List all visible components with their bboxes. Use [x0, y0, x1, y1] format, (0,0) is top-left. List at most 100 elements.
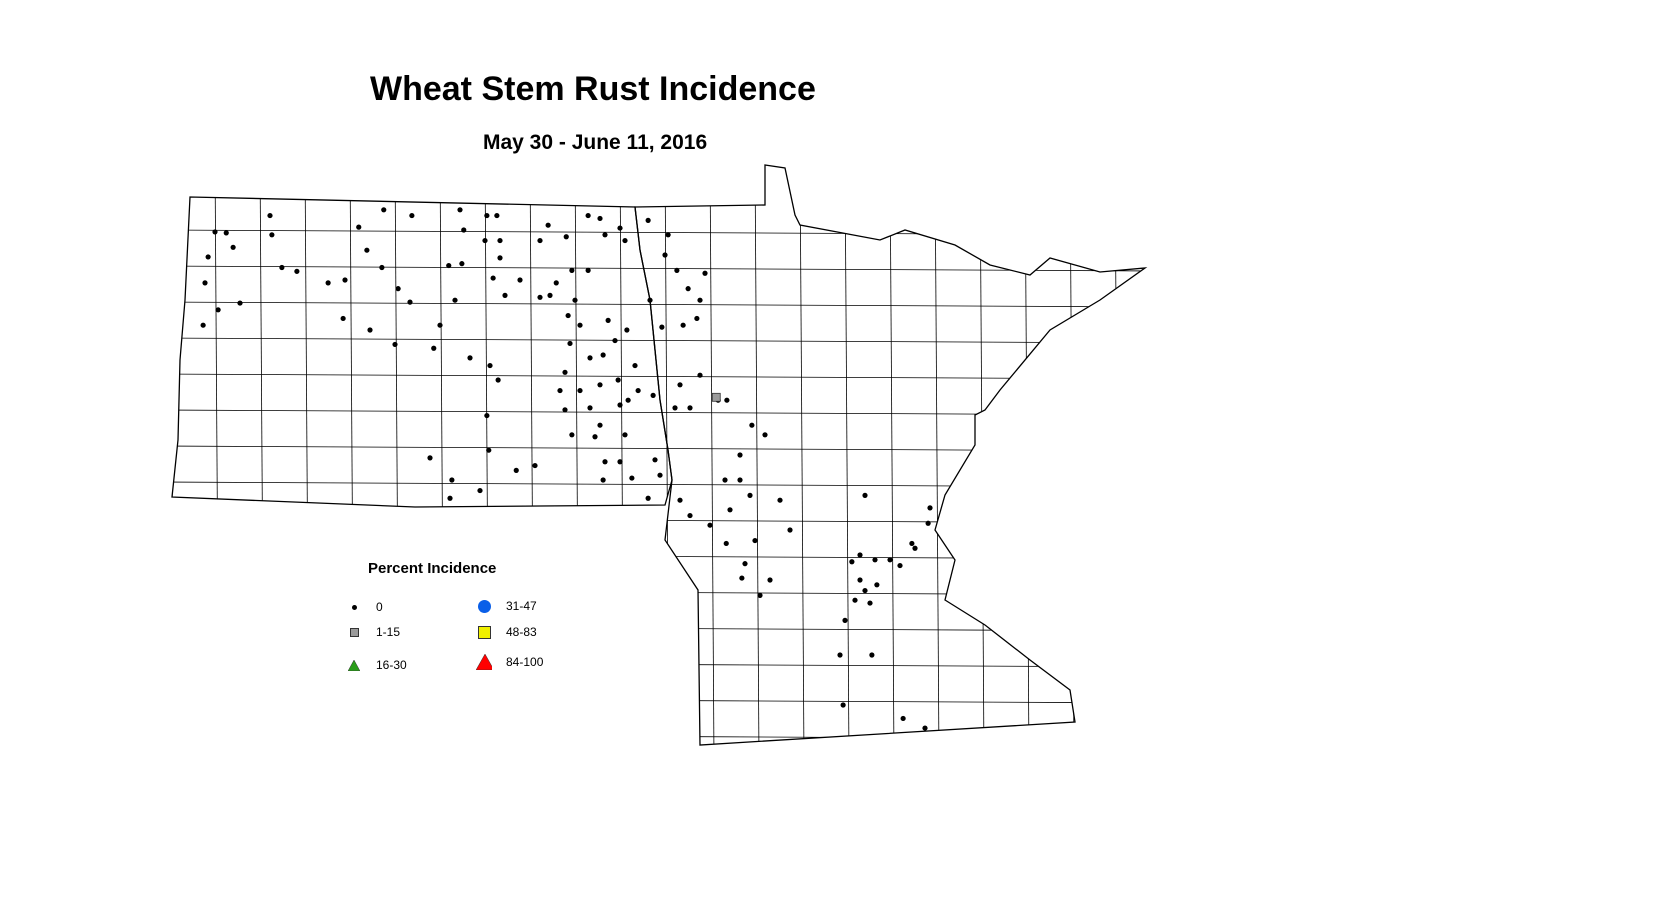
legend-label: 1-15 [376, 625, 401, 639]
observation-point [269, 232, 275, 238]
observation-point [922, 725, 928, 731]
observation-point [787, 527, 793, 533]
observation-point [912, 545, 918, 551]
county-line [709, 165, 715, 745]
legend-item-2: 16-30 [346, 657, 407, 673]
legend-label: 31-47 [506, 599, 537, 613]
county-line [172, 165, 175, 745]
observation-point [452, 297, 458, 303]
observation-point [553, 280, 559, 286]
observation-point [294, 268, 300, 274]
observation-point [662, 252, 668, 258]
county-line [574, 165, 580, 745]
observation-point [629, 475, 635, 481]
observation-point [685, 286, 691, 292]
county-line [484, 165, 490, 745]
observation-point [212, 229, 218, 235]
county-line [529, 165, 535, 745]
county-line [172, 733, 1145, 740]
observation-point [635, 387, 641, 394]
observation-point [680, 322, 686, 328]
observation-point [482, 237, 488, 244]
observation-point [723, 540, 729, 547]
observation-point [557, 387, 563, 394]
observation-point [407, 299, 413, 305]
observation-point [497, 237, 503, 244]
observation-point [367, 327, 373, 333]
observation-point [600, 352, 606, 358]
observation-point [724, 397, 730, 403]
observation-point [597, 382, 603, 388]
observation-point [624, 327, 630, 333]
observation-point [449, 477, 455, 483]
observation-point [486, 447, 492, 453]
legend-label: 0 [376, 600, 383, 614]
observation-point [565, 312, 571, 319]
legend-item-0: 0 [346, 599, 383, 615]
county-line [172, 229, 1145, 236]
observation-point [577, 387, 583, 394]
small-dot-icon [346, 599, 362, 615]
county-line [172, 265, 1145, 272]
observation-point [577, 322, 583, 328]
observation-point [862, 492, 868, 498]
county-line [172, 445, 1145, 452]
observation-point [852, 597, 858, 603]
observation-point [587, 355, 593, 361]
observation-point [513, 467, 519, 473]
county-line [979, 165, 985, 745]
observation-point [381, 207, 387, 213]
observation-point [562, 369, 568, 375]
observation-point [711, 392, 721, 402]
county-line [172, 409, 1145, 416]
observation-point [665, 232, 671, 238]
observation-point [622, 237, 628, 244]
observation-point [532, 462, 538, 469]
red-triangle-icon [476, 654, 492, 670]
observation-point [697, 372, 703, 378]
observation-point [495, 377, 501, 383]
observation-point [707, 522, 713, 528]
observation-point [612, 337, 618, 344]
observation-point [927, 505, 933, 511]
observation-point [237, 300, 243, 306]
yellow-square-icon [476, 624, 492, 640]
observation-point [837, 652, 843, 658]
observation-point [925, 520, 931, 526]
observation-point [694, 315, 700, 322]
observation-point [484, 212, 490, 219]
observation-point [657, 472, 663, 478]
observation-point [230, 244, 236, 250]
observation-point [562, 407, 568, 413]
observation-point [849, 559, 855, 565]
county-line [214, 165, 220, 745]
county-line [172, 301, 1145, 308]
observation-point [597, 215, 603, 222]
legend-item-1: 1-15 [346, 624, 400, 640]
observation-point [477, 487, 483, 494]
observation-point [205, 254, 211, 260]
observation-point [461, 227, 467, 233]
observation-point [340, 315, 346, 322]
observation-point [395, 286, 401, 292]
observation-point [645, 495, 651, 501]
observation-point [632, 362, 638, 369]
observation-point [202, 280, 208, 286]
map-title: Wheat Stem Rust Incidence [370, 70, 816, 108]
observation-point [563, 234, 569, 240]
observation-point [587, 405, 593, 411]
county-line [172, 661, 1145, 668]
observation-point [857, 577, 863, 583]
observation-point [862, 587, 868, 594]
observation-point [545, 222, 551, 228]
gray-square-icon [346, 624, 362, 640]
observation-point [569, 267, 575, 273]
county-line [304, 165, 310, 745]
observation-point [437, 322, 443, 328]
observation-point [867, 600, 873, 606]
observation-point [625, 397, 631, 403]
green-triangle-icon [346, 657, 362, 673]
observation-point [687, 512, 693, 519]
observation-point [497, 255, 503, 261]
observation-point [722, 477, 728, 483]
